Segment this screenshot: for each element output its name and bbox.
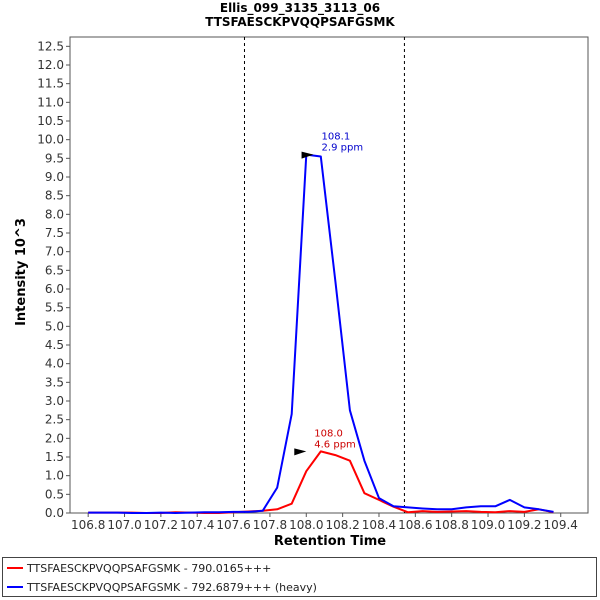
x-tick-label: 108.0 bbox=[289, 518, 323, 532]
peak-marker bbox=[301, 151, 314, 159]
y-tick-label: 0.0 bbox=[45, 506, 64, 520]
y-tick-label: 7.5 bbox=[45, 226, 64, 240]
y-tick-label: 3.5 bbox=[45, 375, 64, 389]
legend-item-heavy: TTSFAESCKPVQQPSAFGSMK - 792.6879+++ (hea… bbox=[3, 578, 317, 596]
y-tick-label: 4.5 bbox=[45, 338, 64, 352]
legend: TTSFAESCKPVQQPSAFGSMK - 790.0165+++ TTSF… bbox=[2, 557, 597, 597]
y-tick-label: 12.0 bbox=[37, 58, 64, 72]
y-tick-label: 8.0 bbox=[45, 207, 64, 221]
y-tick-label: 7.0 bbox=[45, 245, 64, 259]
y-tick-label: 5.0 bbox=[45, 319, 64, 333]
x-tick-label: 108.8 bbox=[435, 518, 469, 532]
y-tick-label: 11.0 bbox=[37, 95, 64, 109]
x-tick-label: 109.0 bbox=[471, 518, 505, 532]
x-tick-label: 107.4 bbox=[180, 518, 214, 532]
y-tick-label: 12.5 bbox=[37, 39, 64, 53]
y-axis-label: Intensity 10^3 bbox=[14, 218, 29, 326]
y-tick-label: 6.0 bbox=[45, 282, 64, 296]
peak-rt-label: 108.1 bbox=[322, 132, 351, 143]
y-tick-label: 5.5 bbox=[45, 301, 64, 315]
x-tick-label: 107.6 bbox=[216, 518, 250, 532]
chromatogram-chart: Ellis_099_3135_3113_06 TTSFAESCKPVQQPSAF… bbox=[14, 1, 589, 549]
y-tick-label: 10.5 bbox=[37, 114, 64, 128]
y-tick-label: 9.0 bbox=[45, 170, 64, 184]
plot-frame bbox=[69, 36, 589, 514]
y-tick-label: 3.0 bbox=[45, 394, 64, 408]
y-tick-label: 10.0 bbox=[37, 133, 64, 147]
y-tick-label: 2.5 bbox=[45, 413, 64, 427]
peak-ppm-label: 4.6 ppm bbox=[314, 439, 356, 450]
x-tick-label: 107.2 bbox=[144, 518, 178, 532]
y-tick-label: 1.5 bbox=[45, 450, 64, 464]
plot-area: 0.0 0.5 1.0 1.5 2.0 2.5 3.0 3.5 4.0 4.5 5.0 5.5 6.0 6… bbox=[37, 36, 589, 532]
x-tick-label: 109.2 bbox=[507, 518, 541, 532]
y-tick-label: 6.5 bbox=[45, 263, 64, 277]
x-tick-label: 107.0 bbox=[107, 518, 141, 532]
legend-item-light: TTSFAESCKPVQQPSAFGSMK - 790.0165+++ bbox=[3, 559, 271, 577]
x-axis-label: Retention Time bbox=[274, 534, 386, 549]
y-tick-label: 9.5 bbox=[45, 151, 64, 165]
legend-label-light: TTSFAESCKPVQQPSAFGSMK - 790.0165+++ bbox=[27, 561, 272, 575]
series-line-heavy bbox=[88, 153, 554, 514]
x-tick-label: 108.2 bbox=[325, 518, 359, 532]
x-tick-label: 108.4 bbox=[362, 518, 396, 532]
y-tick-label: 8.5 bbox=[45, 189, 64, 203]
peak-ppm-label: 2.9 ppm bbox=[322, 143, 364, 154]
peak-marker bbox=[294, 448, 307, 456]
y-tick-label: 4.0 bbox=[45, 357, 64, 371]
chart-subtitle: TTSFAESCKPVQQPSAFGSMK bbox=[205, 15, 395, 29]
x-tick-label: 107.8 bbox=[253, 518, 287, 532]
chart-title: Ellis_099_3135_3113_06 bbox=[220, 1, 380, 16]
legend-label-heavy: TTSFAESCKPVQQPSAFGSMK - 792.6879+++ (hea… bbox=[27, 580, 317, 594]
y-tick-label: 2.0 bbox=[45, 431, 64, 445]
y-tick-label: 11.5 bbox=[37, 77, 64, 91]
legend-swatch-heavy bbox=[7, 586, 23, 588]
x-tick-label: 109.4 bbox=[544, 518, 578, 532]
x-tick-label: 106.8 bbox=[71, 518, 105, 532]
y-tick-label: 0.5 bbox=[45, 487, 64, 501]
legend-swatch-light bbox=[7, 567, 23, 569]
x-tick-label: 108.6 bbox=[398, 518, 432, 532]
peak-rt-label: 108.0 bbox=[314, 428, 343, 439]
y-tick-label: 1.0 bbox=[45, 469, 64, 483]
